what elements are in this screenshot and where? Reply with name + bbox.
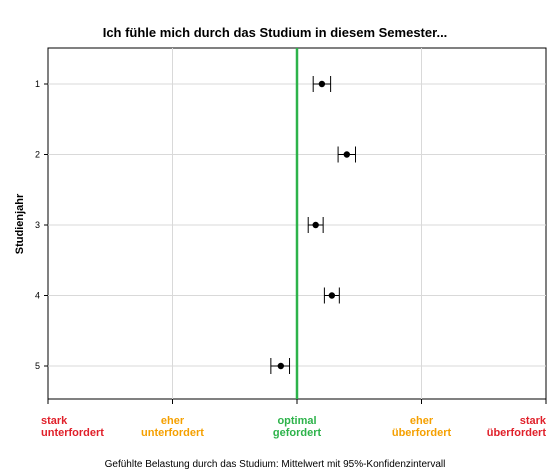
year-4-estimate bbox=[323, 287, 340, 304]
year-2-estimate bbox=[337, 146, 357, 163]
year-3-estimate bbox=[307, 217, 324, 233]
y-tick-label: 3 bbox=[35, 220, 40, 230]
year-5-estimate bbox=[270, 358, 291, 374]
y-axis: 1 2 3 4 5 bbox=[35, 79, 48, 371]
y-tick-label: 1 bbox=[35, 79, 40, 89]
mean-point bbox=[328, 292, 336, 299]
chart-title: Ich fühle mich durch das Studium in dies… bbox=[103, 25, 448, 40]
year-1-estimate bbox=[312, 76, 332, 92]
x-tick-label: eher unterfordert bbox=[141, 415, 204, 439]
x-tick-label-line: stark bbox=[41, 415, 68, 427]
x-tick-label: eher überfordert bbox=[392, 415, 452, 439]
x-tick-label: stark unterfordert bbox=[41, 415, 104, 439]
mean-point bbox=[343, 151, 350, 158]
x-tick-label-line: eher bbox=[410, 415, 434, 427]
x-tick-label-line: stark bbox=[520, 415, 547, 427]
y-tick-label: 5 bbox=[35, 361, 40, 371]
x-tick-label-line: überfordert bbox=[392, 427, 452, 439]
x-tick-label-line: überfordert bbox=[487, 427, 547, 439]
x-tick-label: stark überfordert bbox=[487, 415, 547, 439]
x-tick-label-line: gefordert bbox=[273, 427, 322, 439]
x-tick-label: optimal gefordert bbox=[273, 415, 322, 439]
data-points bbox=[270, 76, 357, 374]
mean-point bbox=[318, 80, 326, 88]
x-tick-label-line: unterfordert bbox=[141, 427, 204, 439]
x-tick-label-line: eher bbox=[161, 415, 185, 427]
y-tick-label: 2 bbox=[35, 150, 40, 160]
mean-point bbox=[277, 362, 285, 370]
y-tick-label: 4 bbox=[35, 291, 40, 301]
x-axis-label: Gefühlte Belastung durch das Studium: Mi… bbox=[105, 459, 446, 470]
y-axis-label: Studienjahr bbox=[14, 193, 26, 254]
x-tick-label-line: unterfordert bbox=[41, 427, 104, 439]
x-tick-label-line: optimal bbox=[277, 415, 316, 427]
mean-point bbox=[312, 221, 319, 229]
